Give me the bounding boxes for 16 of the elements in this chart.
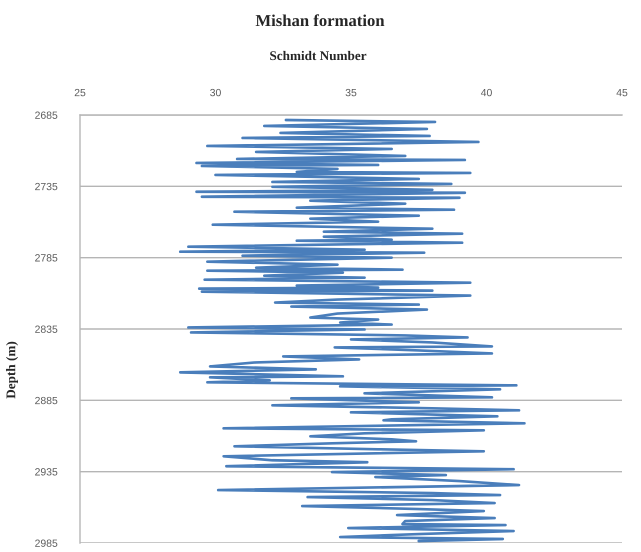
chart-title: Mishan formation <box>256 14 384 26</box>
y-tick-label: 2685 <box>35 112 58 119</box>
y-tick-label: 2985 <box>35 540 58 547</box>
y-tick-label: 2935 <box>35 468 58 476</box>
y-tick-label: 2785 <box>35 254 58 262</box>
x-tick-label: 45 <box>616 89 628 96</box>
y-tick-label: 2735 <box>35 182 58 190</box>
x-tick-label: 25 <box>74 88 86 96</box>
x-axis-title: Schmidt Number <box>270 50 366 60</box>
x-tick-label: 40 <box>480 88 492 96</box>
y-tick-label: 2885 <box>35 396 58 404</box>
y-tick-label: 2835 <box>35 326 58 333</box>
line-series <box>178 118 526 542</box>
y-axis-title: Depth (m) <box>6 342 18 399</box>
x-tick-label: 35 <box>346 88 356 96</box>
x-tick-label: 30 <box>210 88 221 96</box>
